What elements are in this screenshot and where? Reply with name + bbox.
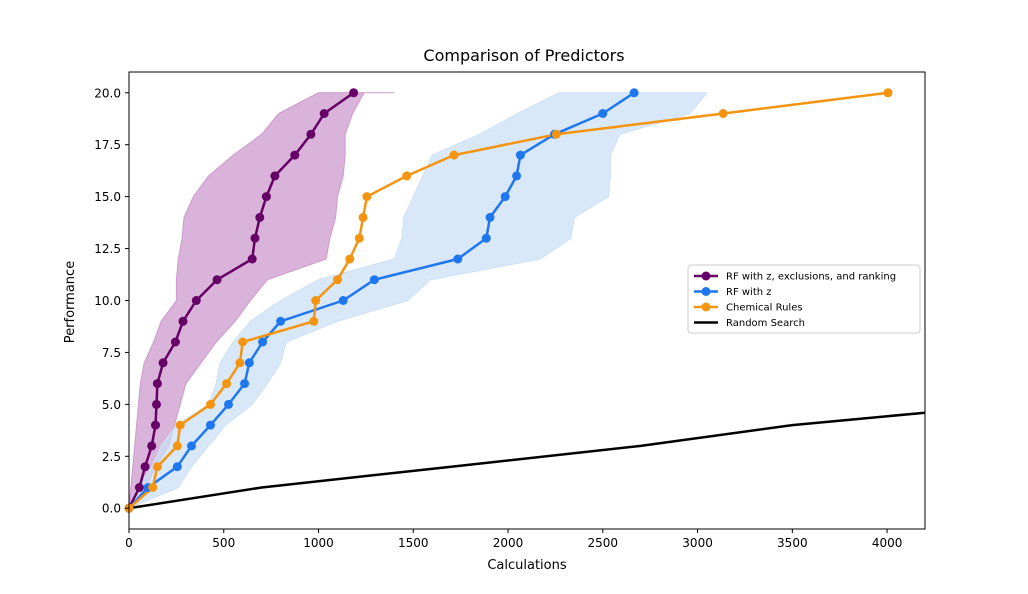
series-markers bbox=[124, 88, 893, 513]
rf-with-z-point bbox=[453, 254, 463, 264]
y-tick-label: 0.0 bbox=[102, 502, 121, 516]
rf-with-z-legend-marker bbox=[701, 287, 711, 296]
chemical-rules-point bbox=[222, 379, 232, 389]
rf-with-z-point bbox=[485, 212, 495, 222]
chemical-rules-point bbox=[148, 483, 158, 492]
rf-with-z-point bbox=[515, 150, 525, 160]
y-tick-label: 17.5 bbox=[94, 138, 121, 152]
rf-with-z-exclusions-and-ranking-point bbox=[134, 483, 144, 492]
y-tick-label: 10.0 bbox=[94, 294, 121, 308]
rf-with-z-exclusions-and-ranking-point bbox=[140, 462, 150, 472]
chemical-rules-point bbox=[718, 109, 728, 118]
rf-with-z-point bbox=[629, 88, 639, 98]
rf-with-z-exclusions-and-ranking-legend-label: RF with z, exclusions, and ranking bbox=[726, 272, 896, 283]
chemical-rules-point bbox=[345, 254, 355, 264]
rf-with-z-exclusions-and-ranking-point bbox=[152, 379, 162, 389]
rf-with-z-exclusions-and-ranking-point bbox=[212, 275, 222, 285]
rf-with-z-exclusions-and-ranking-point bbox=[151, 420, 160, 430]
rf-with-z-exclusions-and-ranking-point bbox=[306, 129, 316, 139]
rf-with-z-point bbox=[224, 399, 233, 409]
y-tick-label: 20.0 bbox=[94, 86, 121, 100]
chemical-rules-point bbox=[175, 420, 185, 430]
chemical-rules-point bbox=[354, 233, 364, 243]
y-tick-label: 12.5 bbox=[94, 242, 121, 256]
chemical-rules-point bbox=[152, 462, 162, 472]
rf-with-z-exclusions-and-ranking-point bbox=[255, 212, 265, 222]
rf-with-z-point bbox=[512, 171, 522, 181]
x-axis-label: Calculations bbox=[487, 558, 567, 573]
x-tick-label: 2500 bbox=[588, 536, 619, 550]
rf-with-z-exclusions-and-ranking-point bbox=[319, 109, 329, 118]
chemical-rules-legend-marker bbox=[701, 302, 711, 312]
y-axis-label: Performance bbox=[63, 261, 78, 343]
rf-with-z-point bbox=[172, 462, 182, 472]
legend-box bbox=[687, 264, 921, 334]
rf-with-z-exclusions-and-ranking-point bbox=[152, 399, 161, 409]
rf-with-z-exclusions-and-ranking-band bbox=[128, 92, 395, 510]
x-tick-label: 3000 bbox=[682, 536, 713, 550]
chemical-rules-point bbox=[551, 129, 561, 139]
rf-with-z-exclusions-and-ranking-point bbox=[147, 441, 157, 451]
chart-title: Comparison of Predictors bbox=[423, 46, 624, 65]
rf-with-z-exclusions-and-ranking-point bbox=[349, 88, 359, 98]
y-axis-ticks: 0.0 2.5 5.0 7.5 10.0 12.5 15.0 17.5 20.0 bbox=[94, 86, 129, 516]
rf-with-z-point bbox=[206, 420, 215, 430]
x-tick-label: 1500 bbox=[398, 536, 429, 550]
rf-with-z-exclusions-and-ranking-point bbox=[170, 337, 180, 347]
rf-with-z-exclusions-and-ranking-point bbox=[158, 358, 168, 368]
chemical-rules-point bbox=[402, 171, 412, 181]
chemical-rules-point bbox=[238, 337, 248, 347]
y-tick-label: 15.0 bbox=[94, 190, 121, 204]
chemical-rules-point bbox=[235, 358, 245, 368]
rf-with-z-exclusions-and-ranking-point bbox=[191, 296, 201, 305]
rf-with-z-point bbox=[258, 337, 268, 347]
rf-with-z-exclusions-and-ranking-point bbox=[290, 150, 300, 160]
rf-with-z-exclusions-and-ranking-point bbox=[178, 316, 188, 326]
random-search-line bbox=[128, 411, 926, 510]
rf-with-z-exclusions-and-ranking-point bbox=[261, 192, 271, 202]
rf-with-z-point bbox=[500, 192, 510, 202]
chemical-rules-point bbox=[311, 296, 321, 305]
chemical-rules-point bbox=[362, 192, 372, 202]
rf-with-z-exclusions-and-ranking-legend-marker bbox=[701, 271, 711, 281]
rf-with-z-legend-label: RF with z bbox=[726, 287, 772, 298]
x-tick-label: 2000 bbox=[493, 536, 524, 550]
legend: RF with z, exclusions, and ranking RF wit… bbox=[687, 264, 921, 334]
y-tick-label: 5.0 bbox=[102, 398, 121, 412]
chemical-rules-point bbox=[172, 441, 182, 451]
chemical-rules-point bbox=[883, 88, 893, 98]
x-axis-ticks: 0 500 1000 1500 2000 2500 3000 3500 4000 bbox=[125, 529, 902, 550]
y-tick-label: 2.5 bbox=[102, 450, 121, 464]
chemical-rules-point bbox=[449, 150, 459, 160]
chemical-rules-point bbox=[309, 316, 319, 326]
random-search-legend-label: Random Search bbox=[726, 318, 805, 329]
rf-with-z-point bbox=[369, 275, 379, 285]
x-tick-label: 1000 bbox=[303, 536, 334, 550]
chemical-rules-point bbox=[206, 399, 215, 409]
rf-with-z-exclusions-and-ranking-point bbox=[247, 254, 257, 264]
x-tick-label: 0 bbox=[125, 536, 133, 550]
rf-with-z-point bbox=[481, 233, 491, 243]
y-tick-label: 7.5 bbox=[102, 346, 121, 360]
chemical-rules-legend-label: Chemical Rules bbox=[726, 303, 803, 314]
rf-with-z-point bbox=[598, 109, 608, 118]
chemical-rules-point bbox=[358, 212, 368, 222]
rf-with-z-point bbox=[276, 316, 286, 326]
x-tick-label: 500 bbox=[212, 536, 235, 550]
rf-with-z-point bbox=[187, 441, 196, 451]
rf-with-z-exclusions-and-ranking-point bbox=[250, 233, 260, 243]
x-tick-label: 4000 bbox=[872, 536, 903, 550]
rf-with-z-exclusions-and-ranking-point bbox=[270, 171, 280, 181]
rf-with-z-point bbox=[338, 296, 348, 305]
x-tick-label: 3500 bbox=[777, 536, 808, 550]
rf-with-z-point bbox=[240, 379, 250, 389]
rf-with-z-point bbox=[244, 358, 254, 368]
chemical-rules-point bbox=[333, 275, 342, 285]
